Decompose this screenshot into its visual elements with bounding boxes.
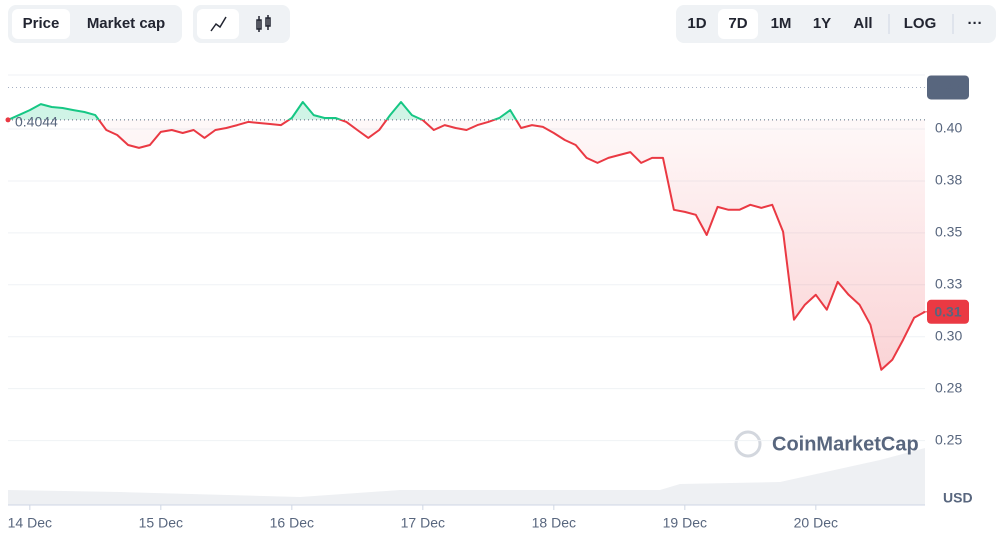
x-tick-label: 19 Dec: [663, 515, 707, 531]
x-tick-label: 17 Dec: [401, 515, 445, 531]
y-tick-label: 0.38: [935, 172, 962, 188]
x-tick-label: 16 Dec: [270, 515, 314, 531]
watermark: CoinMarketCap: [772, 433, 919, 455]
x-tick-label: 20 Dec: [794, 515, 838, 531]
start-dot: [5, 117, 11, 123]
view-button[interactable]: Market cap: [87, 15, 165, 32]
range-button[interactable]: LOG: [904, 15, 937, 32]
range-button[interactable]: 1Y: [813, 15, 831, 32]
y-tick-label: 0.28: [935, 379, 962, 395]
last-badge: [927, 299, 969, 324]
x-tick-label: 14 Dec: [8, 515, 52, 531]
range-button[interactable]: 7D: [728, 15, 747, 32]
range-button[interactable]: 1M: [771, 15, 792, 32]
y-tick-label: 0.25: [935, 431, 962, 447]
range-button[interactable]: ···: [968, 15, 983, 32]
watermark-logo: [734, 430, 762, 458]
range-button[interactable]: All: [853, 15, 872, 32]
line-style-button[interactable]: [197, 9, 239, 39]
x-tick-label: 15 Dec: [139, 515, 183, 531]
candle-icon[interactable]: [256, 15, 271, 32]
y-tick-label: 0.33: [935, 276, 962, 292]
y-tick-label: 0.40: [935, 120, 962, 136]
high-label: 0.42: [934, 79, 961, 95]
reference-label: 0.4044: [15, 114, 58, 130]
active-view: [12, 9, 70, 39]
line-icon: [210, 16, 227, 32]
y-unit: USD: [943, 490, 973, 506]
y-tick-label: 0.35: [935, 224, 962, 240]
range-button[interactable]: 1D: [687, 15, 706, 32]
down-area: [8, 119, 925, 370]
active-range: [718, 9, 758, 39]
high-badge: [927, 75, 969, 100]
volume-area: [8, 448, 925, 505]
view-button[interactable]: Price: [23, 15, 60, 32]
price-line-down: [7, 119, 926, 371]
x-tick-label: 18 Dec: [532, 515, 576, 531]
y-tick-label: 0.30: [935, 327, 962, 343]
last-label: 0.31: [934, 304, 961, 320]
up-area: [8, 102, 517, 120]
